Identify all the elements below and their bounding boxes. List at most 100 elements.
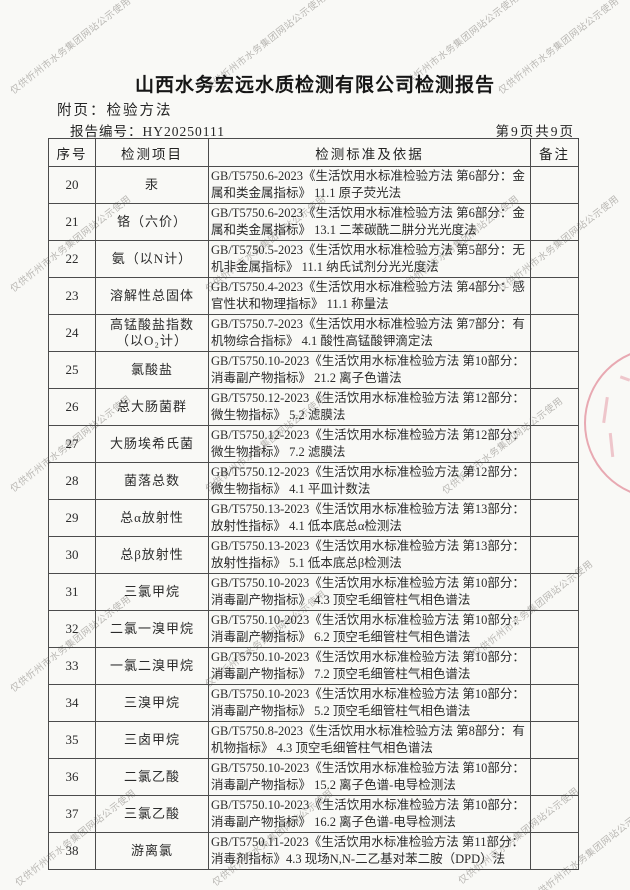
row-remark-cell [530,351,579,389]
row-item-cell: 溶解性总固体 [95,277,209,315]
table-row: 24 高锰酸盐指数 （以O₂计） GB/T5750.7-2023《生活饮用水标准检验… [48,314,579,352]
row-item-cell: 三卤甲烷 [95,721,209,759]
row-remark-cell [530,425,579,463]
appendix-subtitle: 附页：检验方法 [57,103,173,119]
row-seq-cell: 20 [48,166,96,204]
row-seq-cell: 24 [48,314,96,352]
row-item-cell: 一氯二溴甲烷 [95,647,209,685]
row-seq-cell: 23 [48,277,96,315]
row-seq-cell: 22 [48,240,96,278]
row-item-cell: 总α放射性 [95,499,209,537]
row-seq-cell: 37 [48,795,96,833]
row-remark-cell [530,166,579,204]
row-item-cell: 铬（六价） [95,203,209,241]
table-row: 30 总β放射性 GB/T5750.13-2023《生活饮用水标准检验方法 第13部… [48,536,579,574]
row-seq-cell: 34 [48,684,96,722]
row-item-cell: 大肠埃希氏菌 [95,425,209,463]
table-row: 21 铬（六价） GB/T5750.6-2023《生活饮用水标准检验方法 第6部分：… [48,203,579,241]
row-seq-cell: 32 [48,610,96,648]
header-remark: 备注 [530,138,579,167]
row-seq-cell: 36 [48,758,96,796]
row-seq-cell: 28 [48,462,96,500]
row-seq-cell: 35 [48,721,96,759]
row-remark-cell [530,647,579,685]
table-row: 25 氯酸盐 GB/T5750.10-2023《生活饮用水标准检验方法 第10部分：… [48,351,579,389]
row-standard-cell: GB/T5750.11-2023《生活饮用水标准检验方法 第11部分：消毒剂指标… [208,832,531,870]
row-item-cell: 汞 [95,166,209,204]
table-row: 29 总α放射性 GB/T5750.13-2023《生活饮用水标准检验方法 第13部… [48,499,579,537]
row-seq-cell: 38 [48,832,96,870]
row-remark-cell [530,758,579,796]
row-standard-cell: GB/T5750.10-2023《生活饮用水标准检验方法 第10部分：消毒副产物… [208,573,531,611]
methods-table: 序号 检测项目 检测标准及依据 备注 20 汞 GB/T5750.6-2023《生活… [48,138,579,870]
row-item-cell: 氯酸盐 [95,351,209,389]
table-row: 28 菌落总数 GB/T5750.12-2023《生活饮用水标准检验方法 第12部分… [48,462,579,500]
table-row: 38 游离氯 GB/T5750.11-2023《生活饮用水标准检验方法 第11部分：… [48,832,579,870]
page-title: 山西水务宏远水质检测有限公司检测报告 [134,75,495,96]
row-remark-cell [530,499,579,537]
row-remark-cell [530,462,579,500]
row-seq-cell: 26 [48,388,96,426]
row-remark-cell [530,314,579,352]
row-item-cell: 三氯乙酸 [95,795,209,833]
row-remark-cell [530,573,579,611]
row-standard-cell: GB/T5750.10-2023《生活饮用水标准检验方法 第10部分：消毒副产物… [208,684,531,722]
table-row: 35 三卤甲烷 GB/T5750.8-2023《生活饮用水标准检验方法 第8部分：有… [48,721,579,759]
table-header-row: 序号 检测项目 检测标准及依据 备注 [48,138,579,167]
methods-table-body: 20 汞 GB/T5750.6-2023《生活饮用水标准检验方法 第6部分：金属和类… [48,166,579,870]
table-row: 23 溶解性总固体 GB/T5750.4-2023《生活饮用水标准检验方法 第4部分… [48,277,579,315]
row-standard-cell: GB/T5750.12-2023《生活饮用水标准检验方法 第12部分：微生物指标… [208,388,531,426]
table-row: 37 三氯乙酸 GB/T5750.10-2023《生活饮用水标准检验方法 第10部分… [48,795,579,833]
table-row: 27 大肠埃希氏菌 GB/T5750.12-2023《生活饮用水标准检验方法 第12… [48,425,579,463]
row-remark-cell [530,388,579,426]
table-row: 26 总大肠菌群 GB/T5750.12-2023《生活饮用水标准检验方法 第12部… [48,388,579,426]
row-item-cell: 二氯一溴甲烷 [95,610,209,648]
table-row: 31 三氯甲烷 GB/T5750.10-2023《生活饮用水标准检验方法 第10部分… [48,573,579,611]
table-row: 32 二氯一溴甲烷 GB/T5750.10-2023《生活饮用水标准检验方法 第10… [48,610,579,648]
page-indicator: 第9页共9页 [495,124,575,139]
row-remark-cell [530,795,579,833]
row-standard-cell: GB/T5750.10-2023《生活饮用水标准检验方法 第10部分：消毒副产物… [208,647,531,685]
row-remark-cell [530,684,579,722]
row-item-cell: 总大肠菌群 [95,388,209,426]
row-standard-cell: GB/T5750.5-2023《生活饮用水标准检验方法 第5部分：无机非金属指标… [208,240,531,278]
row-standard-cell: GB/T5750.4-2023《生活饮用水标准检验方法 第4部分：感官性状和物理… [208,277,531,315]
row-item-cell: 高锰酸盐指数 （以O₂计） [95,314,209,352]
report-meta-line: 报告编号：HY20250111 第9页共9页 [70,120,575,140]
row-seq-cell: 33 [48,647,96,685]
row-item-cell: 氨（以N计） [95,240,209,278]
row-seq-cell: 21 [48,203,96,241]
row-standard-cell: GB/T5750.7-2023《生活饮用水标准检验方法 第7部分：有机物综合指标… [208,314,531,352]
stamp-mark [608,432,615,458]
header-standard: 检测标准及依据 [208,138,531,167]
row-item-cell: 三氯甲烷 [95,573,209,611]
row-item-cell: 二氯乙酸 [95,758,209,796]
row-seq-cell: 30 [48,536,96,574]
row-seq-cell: 27 [48,425,96,463]
row-standard-cell: GB/T5750.12-2023《生活饮用水标准检验方法 第12部分：微生物指标… [208,425,531,463]
row-standard-cell: GB/T5750.10-2023《生活饮用水标准检验方法 第10部分：消毒副产物… [208,795,531,833]
row-standard-cell: GB/T5750.8-2023《生活饮用水标准检验方法 第8部分：有机物指标》 … [208,721,531,759]
row-remark-cell [530,203,579,241]
row-seq-cell: 25 [48,351,96,389]
header-seq: 序号 [48,138,96,167]
table-row: 20 汞 GB/T5750.6-2023《生活饮用水标准检验方法 第6部分：金属和类… [48,166,579,204]
row-standard-cell: GB/T5750.10-2023《生活饮用水标准检验方法 第10部分：消毒副产物… [208,610,531,648]
table-row: 22 氨（以N计） GB/T5750.5-2023《生活饮用水标准检验方法 第5部分… [48,240,579,278]
row-item-cell: 总β放射性 [95,536,209,574]
row-remark-cell [530,721,579,759]
table-row: 36 二氯乙酸 GB/T5750.10-2023《生活饮用水标准检验方法 第10部分… [48,758,579,796]
row-item-cell: 游离氯 [95,832,209,870]
row-remark-cell [530,536,579,574]
row-item-cell: 三溴甲烷 [95,684,209,722]
row-remark-cell [530,240,579,278]
row-standard-cell: GB/T5750.13-2023《生活饮用水标准检验方法 第13部分：放射性指标… [208,499,531,537]
row-standard-cell: GB/T5750.13-2023《生活饮用水标准检验方法 第13部分：放射性指标… [208,536,531,574]
table-row: 34 三溴甲烷 GB/T5750.10-2023《生活饮用水标准检验方法 第10部分… [48,684,579,722]
row-standard-cell: GB/T5750.10-2023《生活饮用水标准检验方法 第10部分：消毒副产物… [208,758,531,796]
row-remark-cell [530,832,579,870]
stamp-mark [602,396,609,424]
row-remark-cell [530,610,579,648]
report-number: 报告编号：HY20250111 [70,124,225,139]
